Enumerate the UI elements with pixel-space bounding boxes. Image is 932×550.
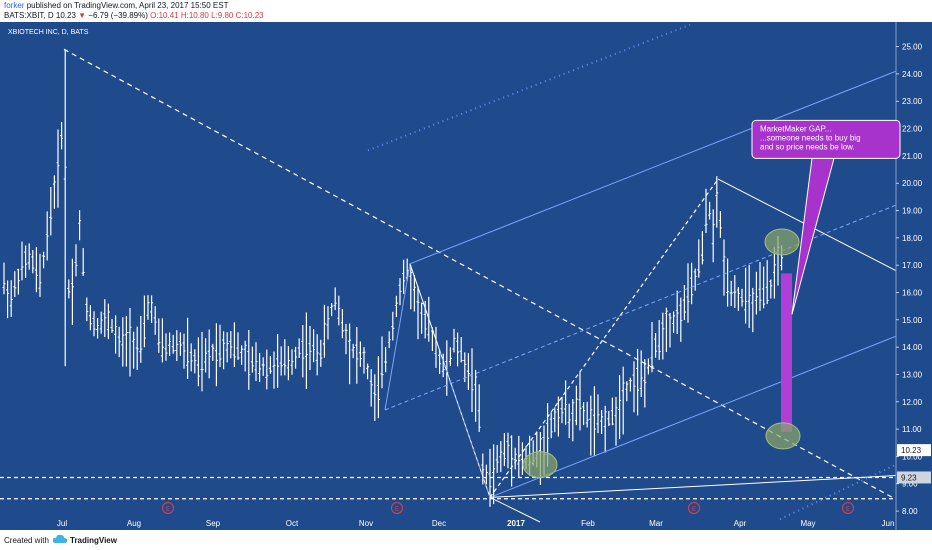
y-tick-label: 13.00 <box>902 370 923 379</box>
drawings <box>0 23 897 523</box>
ohlc-open: O:10.41 <box>150 11 179 20</box>
y-tick-label: 16.00 <box>902 288 923 297</box>
y-tick-label: 22.00 <box>902 125 923 134</box>
ohlc-high: H:10.80 <box>180 11 209 20</box>
y-tick-label: 19.00 <box>902 207 923 216</box>
earnings-event-letter: E <box>846 507 850 513</box>
fan-line[interactable] <box>409 263 491 498</box>
x-tick-label: May <box>800 519 815 528</box>
highlight-circle[interactable] <box>522 451 558 479</box>
y-tick-label: 20.00 <box>902 179 923 188</box>
earnings-event-badge[interactable] <box>842 502 854 514</box>
y-tick-label: 21.00 <box>902 152 923 161</box>
last-price-label: 10.23 <box>901 446 922 455</box>
gap-bar[interactable] <box>781 273 792 432</box>
earnings-event-letter: E <box>395 507 399 513</box>
y-tick-label: 25.00 <box>902 43 923 52</box>
support-price-label-bg <box>897 471 931 484</box>
created-with-text: Created with <box>4 536 49 545</box>
publish-text: published on TradingView.com, April 23, … <box>26 1 229 10</box>
earnings-event-badge[interactable] <box>162 502 174 514</box>
annotation-callout[interactable]: MarketMaker GAP......someone needs to bu… <box>751 119 901 315</box>
x-tick-label: Sep <box>206 519 221 528</box>
downtrend-line[interactable] <box>63 48 896 500</box>
price-axis[interactable]: 8.00 9.00 10.00 11.00 12.00 13.00 14.00 15.00 16… <box>895 22 931 530</box>
last-price: 10.23 <box>55 11 76 20</box>
highlight-circle[interactable] <box>764 228 800 256</box>
channel-upper-line[interactable] <box>409 70 897 265</box>
x-tick-label: Jun <box>882 519 895 528</box>
base-line[interactable] <box>489 475 897 498</box>
highlight-circle[interactable] <box>765 422 801 450</box>
candles <box>2 49 784 507</box>
channel-lower-line[interactable] <box>489 335 897 498</box>
ohlc-line: BATS:XBIT, D 10.23 ▼ −6.79 (−39.89%) O:1… <box>4 11 264 21</box>
y-tick-label: 9.00 <box>902 480 918 489</box>
plot-background <box>0 22 932 530</box>
y-tick-label: 15.00 <box>902 316 923 325</box>
tradingview-cloud-icon <box>52 534 68 543</box>
channel-handle-line[interactable] <box>384 263 411 411</box>
chart-header: forker published on TradingView.com, Apr… <box>0 0 932 22</box>
chart-title: XBIOTECH INC, D, BATS <box>8 29 89 36</box>
fan-line-bottom[interactable] <box>489 496 541 523</box>
author-link[interactable]: forker <box>4 1 25 10</box>
down-arrow-icon: ▼ <box>78 11 87 20</box>
support-price-label: 9.23 <box>901 473 917 482</box>
callout-box[interactable] <box>751 119 901 159</box>
ohlc-low: L:9.80 <box>211 11 234 20</box>
time-axis[interactable]: Jul Aug Sep Oct Nov Dec 2017 Feb Mar Apr May Jun E E E… <box>57 502 895 529</box>
y-tick-label: 11.00 <box>902 425 922 434</box>
earnings-event-letter: E <box>166 507 170 513</box>
fan-dashed-line[interactable] <box>439 352 491 498</box>
earnings-event-letter: E <box>692 507 696 513</box>
x-tick-label: Nov <box>359 519 373 528</box>
ohlc-close: C:10.23 <box>235 11 264 20</box>
rally-dashed-line[interactable] <box>489 178 719 498</box>
price-chart[interactable]: 8.00 9.00 10.00 11.00 12.00 13.00 14.00 15.00 16… <box>0 22 932 530</box>
price-change: −6.79 (−39.89%) <box>88 11 148 20</box>
y-tick-label: 23.00 <box>902 97 923 106</box>
callout-text-line: and so price needs be low. <box>760 142 855 151</box>
y-tick-label: 10.00 <box>902 452 923 461</box>
x-tick-label: Apr <box>734 519 747 528</box>
x-tick-label: Oct <box>286 519 299 528</box>
y-tick-label: 8.00 <box>902 507 918 516</box>
x-tick-label: Dec <box>432 519 446 528</box>
footer: Created with TradingView <box>0 530 932 550</box>
y-tick-label: 18.00 <box>902 234 923 243</box>
publish-line: forker published on TradingView.com, Apr… <box>4 1 228 11</box>
x-tick-label: 2017 <box>507 519 525 528</box>
earnings-event-badge[interactable] <box>688 502 700 514</box>
x-tick-label: Aug <box>127 519 141 528</box>
x-tick-label: Jul <box>57 519 67 528</box>
last-price-label-bg <box>897 444 931 457</box>
y-tick-label: 24.00 <box>902 70 923 79</box>
x-tick-label: Mar <box>649 519 663 528</box>
y-tick-label: 14.00 <box>902 343 923 352</box>
tradingview-brand[interactable]: TradingView <box>70 536 117 545</box>
earnings-event-badge[interactable] <box>391 502 403 514</box>
y-tick-label: 12.00 <box>902 398 923 407</box>
y-tick-label: 17.00 <box>902 261 923 270</box>
callout-text-line: ...someone needs to buy big <box>760 133 861 142</box>
callout-text-line: MarketMaker GAP... <box>760 124 831 133</box>
x-tick-label: Feb <box>581 519 595 528</box>
symbol-label: BATS:XBIT, D <box>4 11 54 20</box>
